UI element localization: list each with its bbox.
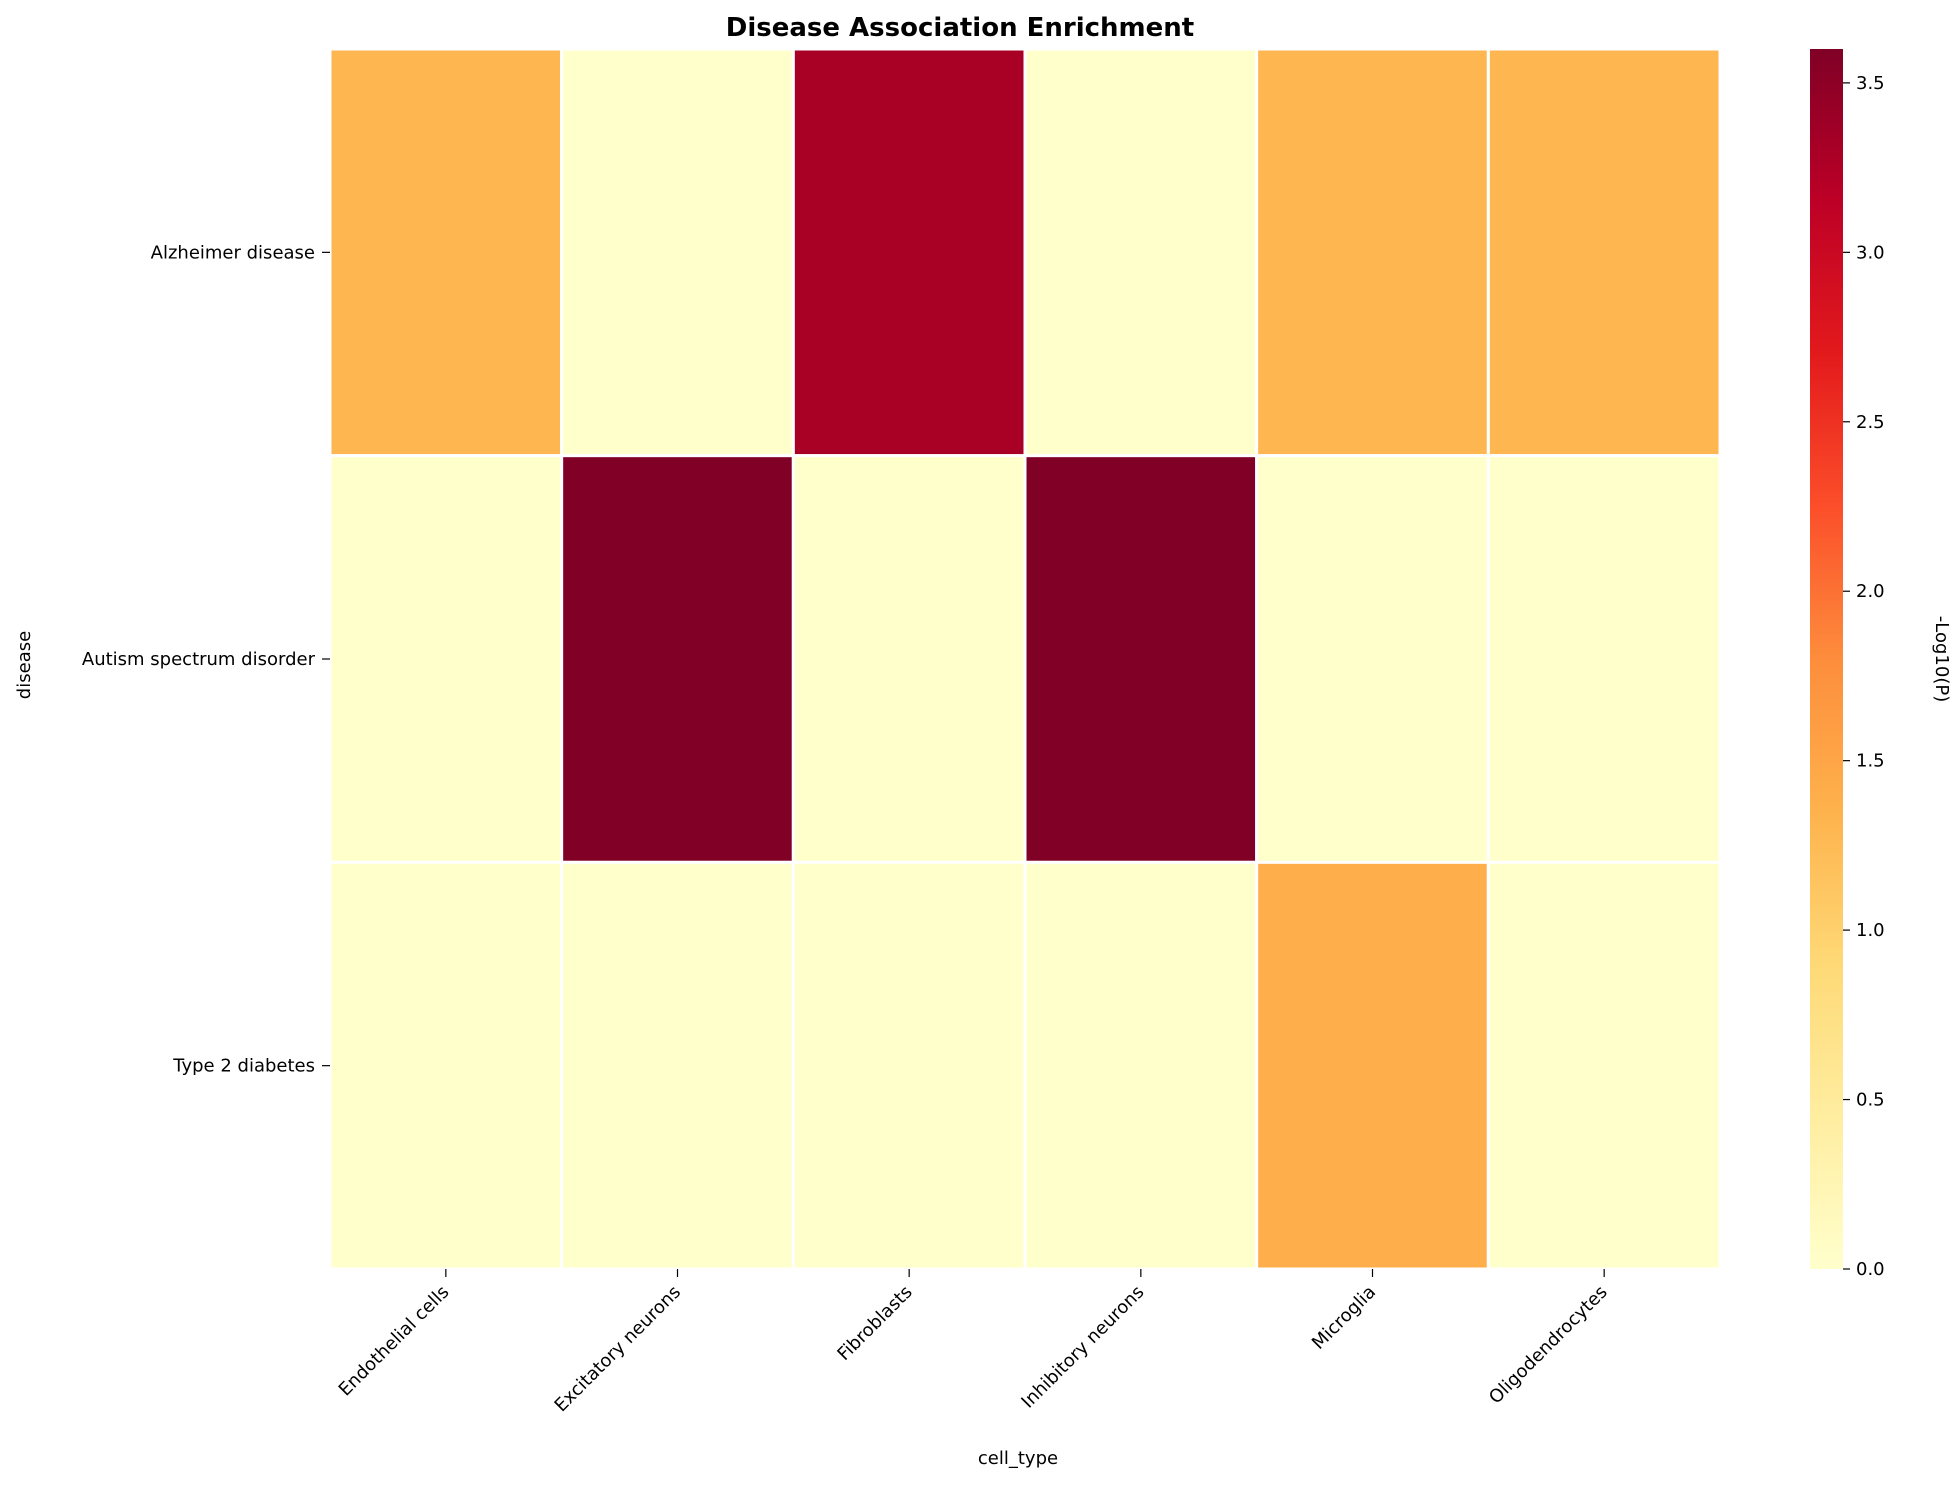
heatmap-cell — [1255, 860, 1490, 1271]
x-axis-ticks: Endothelial cells Excitatory neurons Fibro… — [335, 1269, 1612, 1416]
colorbar-tick-label: 3.0 — [1856, 242, 1885, 263]
y-axis-label: disease — [14, 631, 35, 699]
y-tick-label: Autism spectrum disorder — [82, 649, 316, 670]
x-axis-label: cell_type — [978, 1448, 1058, 1469]
heatmap-cell — [328, 454, 564, 864]
y-tick-label: Alzheimer disease — [151, 242, 315, 263]
heatmap-cell — [791, 47, 1027, 458]
heatmap-cell — [1023, 860, 1259, 1271]
y-axis-ticks: Alzheimer disease Autism spectrum disorde… — [82, 242, 330, 1077]
colorbar-tick-label: 1.5 — [1856, 751, 1885, 772]
colorbar-tick-label: 3.5 — [1856, 73, 1885, 94]
heatmap-cell — [1023, 454, 1259, 864]
y-tick-label: Type 2 diabetes — [172, 1056, 315, 1077]
heatmap-cell — [791, 454, 1027, 864]
heatmap-cell — [328, 47, 564, 458]
heatmap-cell — [791, 860, 1027, 1271]
colorbar-tick-label: 2.5 — [1856, 412, 1885, 433]
x-tick-label: Inhibitory neurons — [1017, 1282, 1148, 1413]
colorbar-label: -Log10(P) — [1931, 616, 1952, 702]
heatmap-cell — [1023, 47, 1259, 458]
heatmap-cell — [1486, 454, 1722, 864]
heatmap-cell — [1486, 860, 1722, 1271]
heatmap-cell — [560, 860, 795, 1271]
heatmap-cells — [328, 47, 1722, 1271]
x-tick-label: Fibroblasts — [833, 1282, 916, 1365]
heatmap-cell — [328, 860, 564, 1271]
colorbar — [1810, 49, 1843, 1269]
colorbar-tick-label: 0.5 — [1856, 1090, 1885, 1111]
colorbar-tick-label: 2.0 — [1856, 581, 1885, 602]
x-tick-label: Microglia — [1308, 1282, 1380, 1354]
colorbar-ticks: 0.0 0.5 1.0 1.5 2.0 2.5 3.0 3.5 — [1843, 73, 1885, 1280]
colorbar-tick-label: 1.0 — [1856, 920, 1885, 941]
x-tick-label: Oligodendrocytes — [1485, 1282, 1612, 1409]
x-tick-label: Excitatory neurons — [551, 1282, 686, 1417]
heatmap-cell — [1486, 47, 1722, 458]
x-tick-label: Endothelial cells — [335, 1282, 454, 1401]
heatmap-cell — [560, 47, 795, 458]
heatmap-cell — [1255, 47, 1490, 458]
heatmap-cell — [1255, 454, 1490, 864]
colorbar-tick-label: 0.0 — [1856, 1259, 1885, 1280]
chart-title: Disease Association Enrichment — [726, 13, 1194, 43]
heatmap-cell — [560, 454, 795, 864]
